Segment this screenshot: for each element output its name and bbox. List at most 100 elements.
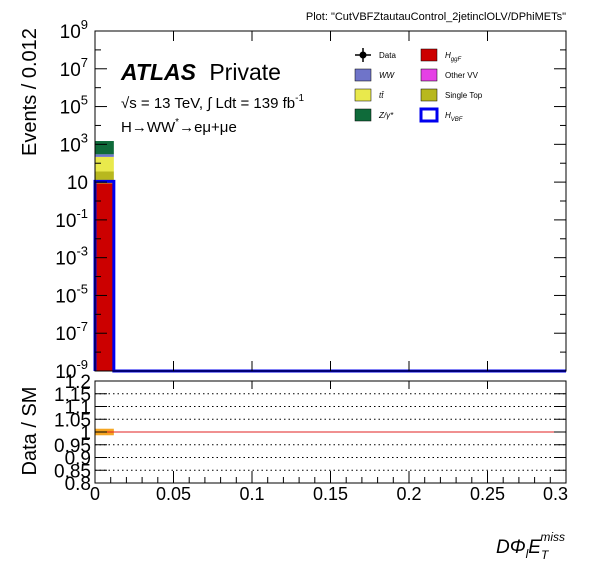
ytick-exp: -9: [76, 357, 88, 372]
legend-label-sub: ggF: [451, 57, 462, 63]
legend-label: Single Top: [445, 91, 483, 100]
legend-swatch: [354, 68, 372, 82]
xlabel-sub2: T: [541, 548, 550, 562]
main-ylabel: Events / 0.012: [19, 28, 41, 156]
main-ytick-label: 10-1: [55, 206, 88, 232]
main-ticks: [94, 30, 567, 372]
xlabel-main: DΦ: [496, 537, 526, 558]
ratio-content: [95, 393, 566, 471]
stack-bar-3: [95, 154, 114, 157]
legend-entry: Data: [355, 48, 396, 62]
ytick-base: 10: [60, 98, 81, 119]
legend-label-text: Single Top: [445, 91, 483, 100]
legend-label: Other VV: [445, 71, 479, 80]
ytick-base: 10: [60, 22, 81, 43]
legend-label-text: H: [445, 111, 451, 120]
main-ytick-label: 10-3: [55, 244, 88, 270]
main-bars: [93, 141, 566, 373]
plot-label: Plot: "CutVBFZtautauControl_2jetinclOLV/…: [306, 11, 566, 23]
ytick-exp: 9: [81, 17, 88, 32]
ytick-base: 10: [60, 60, 81, 81]
x-axis-label: DΦlETmiss: [496, 530, 565, 562]
ratio-ytick-label: 1.1: [65, 398, 91, 419]
atlas-status: Private: [209, 59, 281, 85]
legend-label: HggF: [445, 51, 461, 63]
legend-label-text: WW: [379, 71, 396, 80]
main-ytick-label: 10: [67, 173, 88, 194]
ytick-exp: 3: [81, 130, 88, 145]
legend-label-text: tt̄: [379, 91, 385, 100]
channel-main: H→WW: [121, 119, 176, 136]
channel-sup: *: [175, 117, 179, 128]
main-ytick-label: 103: [60, 130, 88, 156]
atlas-brand: ATLAS: [120, 59, 197, 85]
legend-swatch: [354, 108, 372, 122]
legend-label-text: H: [445, 51, 451, 60]
xlabel-e: E: [528, 537, 541, 558]
legend-label-sub: VBF: [451, 117, 463, 123]
ratio-ytick-label: 0.85: [54, 461, 91, 482]
atlas-label: ATLAS Private: [120, 59, 281, 85]
ratio-ytick-label: 0.95: [54, 436, 91, 457]
legend-swatch: [420, 68, 438, 82]
ytick-exp: -1: [76, 206, 88, 221]
ytick-exp: 7: [81, 55, 88, 70]
energy-exp: -1: [295, 93, 304, 104]
ytick-base: 10: [55, 211, 76, 232]
main-ytick-label: 105: [60, 93, 88, 119]
stack-bar-4: [95, 141, 114, 155]
ratio-ytick-label: 1.05: [54, 410, 91, 431]
ratio-ytick-label: 1.2: [65, 372, 91, 393]
ytick-exp: -5: [76, 281, 88, 296]
ratio-ytick-label: 0.8: [65, 474, 91, 495]
xlabel-sup: miss: [540, 530, 565, 544]
ytick-base: 10: [55, 324, 76, 345]
ytick-exp: 5: [81, 93, 88, 108]
ratio-xtick-label: 0.3: [543, 484, 568, 504]
legend-label: WW: [379, 71, 396, 80]
ratio-xtick-label: 0.1: [239, 484, 264, 504]
main-ytick-label: 109: [60, 17, 88, 43]
ratio-xtick-label: 0.25: [470, 484, 505, 504]
stack-bar-0: [95, 183, 114, 371]
ratio-ytick-label: 0.9: [65, 449, 91, 470]
legend-entry: WW: [354, 68, 396, 82]
ytick-base: 10: [55, 286, 76, 307]
ratio-xtick-label: 0.15: [313, 484, 348, 504]
legend-label: Data: [379, 51, 396, 60]
vbf-overlay-line: [93, 179, 566, 373]
ytick-exp: -7: [76, 319, 88, 334]
ytick-base: 10: [55, 362, 76, 383]
legend-entry: Single Top: [420, 88, 483, 102]
main-ytick-label: 10-7: [55, 319, 88, 345]
legend-label: HVBF: [445, 111, 463, 123]
ratio-xtick-labels: 0 0.05 0.1 0.15 0.2 0.25 0.3: [90, 484, 568, 504]
ratio-ylabel: Data / SM: [19, 387, 41, 476]
legend-swatch: [420, 88, 438, 102]
ratio-ytick-label: 1.15: [54, 385, 91, 406]
ytick-exp: -3: [76, 244, 88, 259]
legend-swatch: [419, 107, 439, 123]
legend-label: tt̄: [379, 91, 385, 100]
channel-rest: →eμ+μe: [179, 119, 237, 136]
legend-entry: tt̄: [354, 88, 385, 102]
ratio-xtick-label: 0.2: [396, 484, 421, 504]
ytick-base: 10: [55, 249, 76, 270]
stack-bar-2: [95, 156, 114, 172]
legend-label-text: Data: [379, 51, 396, 60]
main-ytick-label: 10-9: [55, 357, 88, 383]
channel-label: H→WW*→eμ+μe: [121, 117, 237, 136]
legend-entry: HVBF: [419, 107, 463, 123]
energy-text: √s = 13 TeV, ∫ Ldt = 139 fb: [121, 95, 295, 112]
ratio-xtick-label: 0.05: [156, 484, 191, 504]
legend-entry: Other VV: [420, 68, 479, 82]
legend-entry: HggF: [420, 48, 461, 63]
legend-swatch: [354, 88, 372, 102]
ratio-xtick-label: 0: [90, 484, 100, 504]
main-ytick-label: 10-5: [55, 281, 88, 307]
energy-label: √s = 13 TeV, ∫ Ldt = 139 fb-1: [121, 93, 304, 112]
